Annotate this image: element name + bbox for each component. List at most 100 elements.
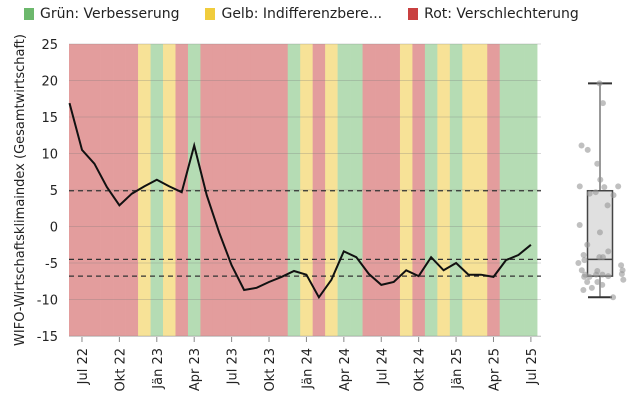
boxplot — [575, 80, 627, 301]
data-point[interactable] — [217, 230, 222, 235]
x-tick-label: Jul 22 — [76, 348, 91, 385]
data-point[interactable] — [341, 249, 346, 254]
data-point[interactable] — [129, 191, 134, 196]
boxplot-point — [596, 80, 603, 87]
data-point[interactable] — [391, 279, 396, 284]
boxplot-point — [599, 271, 606, 278]
band-red — [262, 44, 276, 336]
data-point[interactable] — [416, 274, 421, 279]
data-point[interactable] — [117, 203, 122, 208]
boxplot-point — [601, 184, 608, 191]
x-axis: Jul 22 Okt 22 Jän 23 Apr 23 Jul 23 Okt 23 Jän … — [69, 336, 541, 392]
legend-label-red: Rot: Verschlechterung — [424, 6, 579, 22]
boxplot-point — [618, 270, 625, 277]
x-tick-label: Apr 23 — [188, 348, 203, 391]
band-red — [225, 44, 239, 336]
band-red — [200, 44, 214, 336]
band-yellow — [138, 44, 151, 336]
boxplot-point — [605, 273, 612, 280]
boxplot-point — [592, 189, 599, 196]
data-point[interactable] — [516, 252, 521, 257]
band-red — [69, 44, 77, 336]
data-point[interactable] — [528, 242, 533, 247]
band-layer — [69, 44, 538, 336]
band-yellow — [474, 44, 488, 336]
band-red — [237, 44, 251, 336]
band-red — [100, 44, 114, 336]
band-red — [362, 44, 376, 336]
data-point[interactable] — [291, 269, 296, 274]
band-red — [312, 44, 326, 336]
data-point[interactable] — [79, 147, 84, 152]
data-point[interactable] — [503, 258, 508, 263]
data-point[interactable] — [167, 184, 172, 189]
data-point[interactable] — [267, 279, 272, 284]
band-green — [449, 44, 463, 336]
data-point[interactable] — [441, 268, 446, 273]
boxplot-point — [596, 254, 603, 261]
boxplot-point — [581, 273, 588, 280]
band-red — [375, 44, 388, 336]
data-point[interactable] — [491, 274, 496, 279]
data-point[interactable] — [204, 193, 209, 198]
data-point[interactable] — [329, 277, 334, 282]
data-point[interactable] — [379, 282, 384, 287]
boxplot-point — [610, 192, 617, 199]
data-point[interactable] — [92, 161, 97, 166]
data-point[interactable] — [67, 101, 72, 106]
data-point[interactable] — [466, 272, 471, 277]
data-point[interactable] — [142, 184, 147, 189]
data-point[interactable] — [104, 185, 109, 190]
data-point[interactable] — [179, 190, 184, 195]
data-point[interactable] — [454, 261, 459, 266]
band-green — [287, 44, 301, 336]
data-point[interactable] — [366, 271, 371, 276]
y-tick-label: 15 — [41, 111, 58, 126]
x-tick-label: Jul 24 — [375, 348, 390, 385]
band-red — [275, 44, 289, 336]
y-tick-label: -5 — [45, 257, 58, 272]
boxplot-point — [604, 202, 611, 209]
band-yellow — [462, 44, 476, 336]
data-point[interactable] — [354, 255, 359, 260]
legend-item-red[interactable]: Rot: Verschlechterung — [408, 6, 579, 22]
data-point[interactable] — [429, 255, 434, 260]
boxplot-point — [594, 160, 601, 167]
legend-item-yellow[interactable]: Gelb: Indifferenzbere... — [205, 6, 382, 22]
data-point[interactable] — [242, 288, 247, 293]
boxplot-point — [576, 183, 583, 190]
boxplot-point — [586, 273, 593, 280]
y-tick-label: 25 — [41, 38, 58, 53]
legend-label-green: Grün: Verbesserung — [40, 6, 180, 22]
boxplot-point — [584, 241, 591, 248]
boxplot-point — [576, 222, 583, 229]
boxplot-point — [597, 176, 604, 183]
data-point[interactable] — [254, 285, 259, 290]
boxplot-point — [588, 284, 595, 291]
boxplot-point — [584, 278, 591, 285]
boxplot-point — [599, 281, 606, 288]
band-red — [88, 44, 101, 336]
data-point[interactable] — [304, 272, 309, 277]
boxplot-point — [584, 146, 591, 153]
data-point[interactable] — [192, 143, 197, 148]
data-point[interactable] — [229, 263, 234, 268]
x-tick-label: Jän 23 — [151, 348, 166, 390]
legend-swatch-green — [24, 8, 34, 20]
y-tick-label: 20 — [41, 75, 58, 90]
band-red — [125, 44, 139, 336]
legend-swatch-red — [408, 8, 419, 20]
data-point[interactable] — [279, 274, 284, 279]
data-point[interactable] — [154, 177, 159, 182]
data-point[interactable] — [316, 295, 321, 300]
band-green — [512, 44, 525, 336]
band-red — [212, 44, 226, 336]
legend-item-green[interactable]: Grün: Verbesserung — [24, 6, 179, 22]
boxplot-point — [605, 248, 612, 255]
boxplot-point — [620, 276, 627, 283]
legend-label-yellow: Gelb: Indifferenzbere... — [221, 6, 383, 22]
y-tick-label: 10 — [41, 148, 58, 163]
data-point[interactable] — [404, 268, 409, 273]
data-point[interactable] — [479, 272, 484, 277]
band-green — [150, 44, 164, 336]
